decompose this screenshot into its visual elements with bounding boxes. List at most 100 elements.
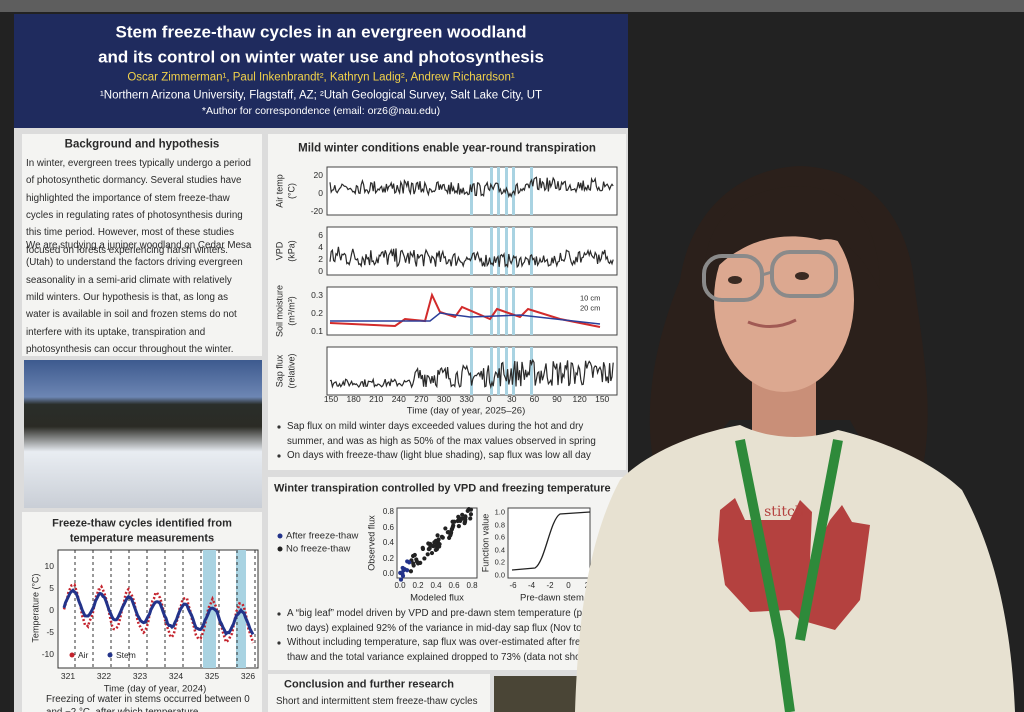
tick-label: 325 <box>204 670 220 681</box>
correspondence: *Author for correspondence (email: orz6@… <box>201 104 441 117</box>
bullet-line: thaw and the total variance explained dr… <box>287 651 594 663</box>
eye <box>728 276 742 284</box>
glasses-bridge <box>761 270 773 277</box>
legend-dot <box>107 652 113 658</box>
bullet-line: Freezing of water in stems occurred betw… <box>46 694 250 706</box>
axis-label: Pre-dawn stem temp <box>520 592 608 604</box>
paragraph-line: interfere with its uptake, transpiration… <box>26 326 206 338</box>
paragraph-line: of photosynthetic dormancy. Several stud… <box>26 175 242 187</box>
paragraph-line: highlighted the importance of stem freez… <box>26 192 230 204</box>
tick-label: 4 <box>318 241 323 252</box>
tick-label: 0.4 <box>430 581 442 590</box>
tick-label: 0 <box>566 581 571 590</box>
scatter-point <box>440 535 445 540</box>
tick-label: 1.0 <box>494 507 505 517</box>
mouth <box>747 318 797 328</box>
tick-label: 0.8 <box>382 507 394 516</box>
scatter-point <box>460 512 465 517</box>
tick-label: 0.6 <box>494 532 505 542</box>
tick-label: 0.6 <box>382 522 394 532</box>
tick-label: 2 <box>318 253 323 264</box>
wall-top <box>0 0 1024 12</box>
axis-label: Time (day of year, 2025–26) <box>406 405 526 417</box>
scatter-point <box>429 543 434 548</box>
bullet-dot <box>277 641 281 645</box>
glasses-right <box>770 250 838 298</box>
legend-label: 10 cm <box>580 293 601 303</box>
scatter-point <box>465 508 470 513</box>
paragraph-line: this time period. However, most of these… <box>26 227 235 239</box>
tick-label: 321 <box>60 670 76 681</box>
scatter-point <box>412 552 417 558</box>
section-heading: Freeze-thaw cycles identified from <box>52 517 232 530</box>
scatter-point <box>468 512 474 517</box>
poster-header <box>14 14 628 128</box>
bullet-line: Sap flux on mild winter days exceeded va… <box>287 421 584 433</box>
scatter-point <box>457 516 462 521</box>
freeze-shading <box>530 167 533 215</box>
time-series <box>329 246 614 269</box>
tick-label: 0 <box>318 265 323 276</box>
poster-title: and its control on winter water use and … <box>98 47 544 67</box>
eye <box>795 272 809 280</box>
freeze-shading <box>490 227 493 275</box>
shirt-text: stitch <box>764 504 804 520</box>
freeze-shading <box>505 287 508 335</box>
paragraph-line: focused on forests experiencing harsh wi… <box>26 244 229 256</box>
legend-label: No freeze-thaw <box>286 543 351 555</box>
scatter-point <box>446 530 451 535</box>
tick-label: 240 <box>391 393 406 404</box>
tick-label: 0.0 <box>382 569 394 578</box>
freeze-shading <box>505 347 508 395</box>
scatter-point <box>398 570 403 575</box>
legend-dot <box>69 652 75 658</box>
plot-frame <box>507 507 591 579</box>
scatter-point <box>436 543 441 549</box>
scatter-point <box>462 521 467 526</box>
tick-label: 5 <box>49 582 54 593</box>
paragraph-line: We are studying a juniper woodland on Ce… <box>26 240 252 252</box>
tick-label: -2 <box>546 581 554 590</box>
bullet-line: summer, and was as high as 50% of the ma… <box>287 435 596 447</box>
glasses-left <box>702 254 764 302</box>
tick-label: -10 <box>41 648 54 659</box>
freeze-shading <box>512 227 515 275</box>
scatter-point <box>408 569 414 574</box>
section-heading: Conclusion and further research <box>284 678 454 691</box>
legend-label: Air <box>78 649 89 660</box>
paragraph-line: water is available in soil and frozen st… <box>26 309 237 321</box>
freeze-shading <box>530 227 533 275</box>
paragraph-line: mild winters. Our hypothesis is that, as… <box>26 291 229 303</box>
bullet-line: Without including temperature, sap flux … <box>287 637 591 649</box>
scatter-point <box>448 533 453 538</box>
affiliations: ¹Northern Arizona University, Flagstaff,… <box>99 89 543 102</box>
tick-label: 0.4 <box>494 544 505 554</box>
bullet-dot <box>277 425 281 429</box>
tick-label: 150 <box>595 393 610 404</box>
tick-label: 326 <box>240 670 256 681</box>
tick-label: 30 <box>507 393 517 404</box>
tick-label: 20 <box>313 169 323 180</box>
tick-label: -20 <box>310 205 323 216</box>
scatter-point <box>433 547 438 552</box>
legend-dot <box>277 546 283 552</box>
bullet-line: A “big leaf” model driven by VPD and pre… <box>287 608 593 620</box>
bangs <box>704 186 880 290</box>
time-series <box>329 176 614 199</box>
freeze-shading <box>490 347 493 395</box>
legend-label: After freeze-thaw <box>286 530 359 542</box>
lanyard <box>735 439 843 712</box>
section-heading: Mild winter conditions enable year-round… <box>298 142 596 155</box>
tick-label: 150 <box>323 393 339 404</box>
tick-label: 60 <box>529 393 540 404</box>
tick-label: 330 <box>459 393 474 404</box>
function-curve <box>511 511 591 571</box>
paragraph-line: photosynthesis can occur throughout the … <box>26 343 234 355</box>
freeze-shading <box>497 227 500 275</box>
tick-label: 323 <box>132 670 148 681</box>
scatter-point <box>468 516 473 521</box>
tick-label: 270 <box>414 393 429 404</box>
